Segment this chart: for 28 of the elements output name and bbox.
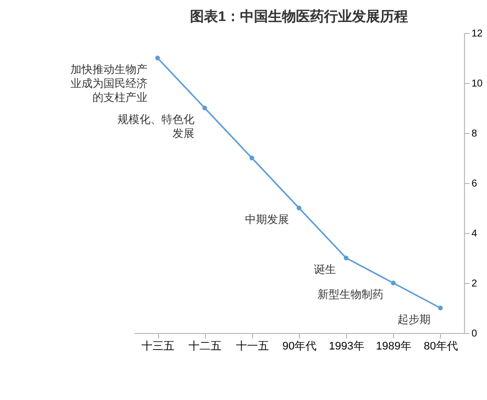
y-tick-label: 4 <box>472 228 478 240</box>
point <box>296 206 302 210</box>
point <box>250 156 254 160</box>
point <box>438 306 443 310</box>
annotation: 诞生 <box>314 263 336 276</box>
annotation: 加快推动生物产业成为国民经济的支柱产业 <box>70 63 148 104</box>
x-tick-label: 十三五 <box>142 340 175 352</box>
point <box>344 256 348 260</box>
annotation: 规模化、特色化发展 <box>118 114 195 140</box>
point <box>155 56 160 60</box>
x-tick-label: 十二五 <box>188 340 222 352</box>
x-tick-label: 90年代 <box>282 340 317 352</box>
chart-title: 图表1：中国生物医药行业发展历程 <box>190 8 408 24</box>
x-tick-label: 十一五 <box>236 340 269 352</box>
point <box>390 280 396 286</box>
y-tick-label: 2 <box>472 278 478 290</box>
y-tick-label: 0 <box>472 328 478 340</box>
annotation: 新型生物制药 <box>317 288 384 301</box>
annotation: 中期发展 <box>245 213 289 226</box>
y-tick-label: 6 <box>472 178 478 190</box>
annotation: 起步期 <box>397 313 430 326</box>
x-tick-label: 1989年 <box>376 340 412 352</box>
x-tick-label: 80年代 <box>424 340 458 352</box>
y-tick-label: 8 <box>472 128 478 140</box>
point <box>202 106 208 110</box>
y-tick-label: 12 <box>472 28 484 40</box>
x-tick-label: 1993年 <box>328 340 364 352</box>
y-tick-label: 10 <box>472 78 484 90</box>
